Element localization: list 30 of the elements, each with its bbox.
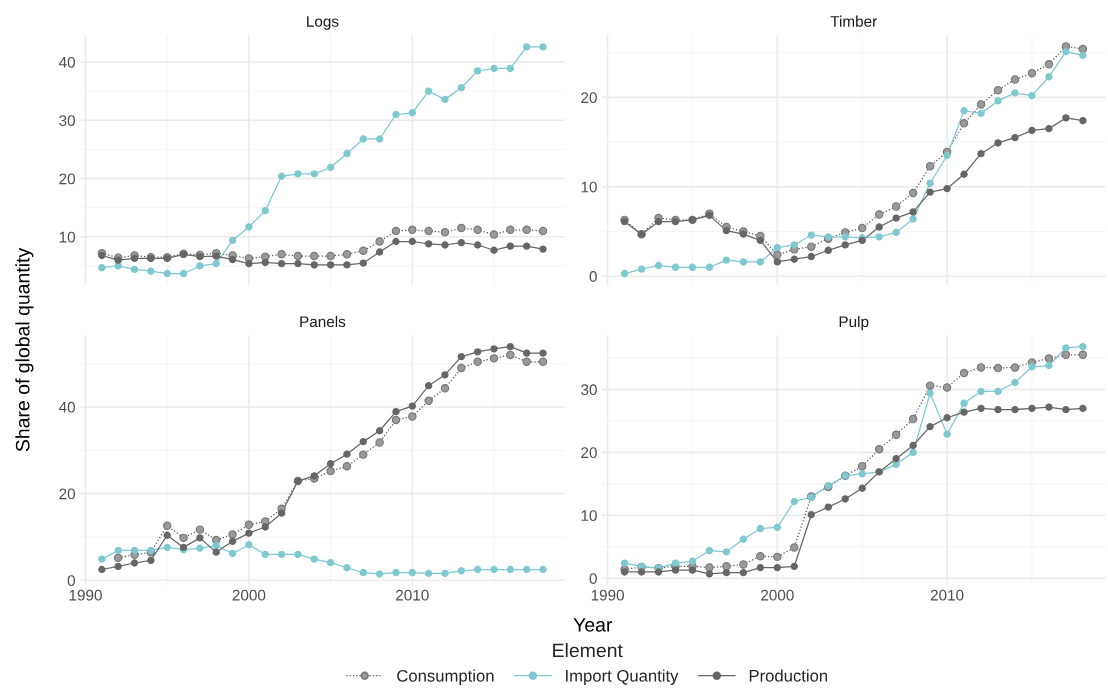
y-tick-label: 0 bbox=[67, 575, 76, 587]
x-tick-label: 1990 bbox=[591, 589, 624, 601]
legend-title: Element bbox=[553, 643, 623, 658]
y-tick-label: 0 bbox=[589, 573, 597, 584]
x-tick-label: 1990 bbox=[69, 589, 102, 601]
chart-title: Timber bbox=[830, 15, 877, 27]
x-tick-label: 2010 bbox=[930, 589, 964, 601]
x-tick-label: 2000 bbox=[761, 589, 794, 601]
y-tick-label: 10 bbox=[581, 181, 597, 193]
legend-label: Import Quantity bbox=[566, 669, 679, 685]
y-tick-label: 20 bbox=[581, 92, 597, 104]
chart-title: Logs bbox=[307, 16, 339, 30]
x-tick-label: 2000 bbox=[232, 589, 266, 601]
x-tick-label: 2010 bbox=[396, 589, 429, 601]
y-tick-label: 20 bbox=[59, 488, 76, 500]
y-tick-label: 20 bbox=[581, 447, 597, 459]
y-tick-label: 30 bbox=[59, 115, 76, 127]
y-axis-title: Share of global quantity bbox=[15, 247, 34, 452]
y-tick-label: 40 bbox=[58, 401, 76, 413]
legend-label: Consumption bbox=[397, 669, 494, 685]
y-tick-label: 40 bbox=[58, 56, 76, 68]
legend-label: Production bbox=[749, 669, 828, 682]
y-tick-label: 10 bbox=[59, 231, 76, 243]
x-axis-title: Year bbox=[573, 618, 613, 632]
y-tick-label: 10 bbox=[581, 510, 597, 522]
y-tick-label: 20 bbox=[59, 173, 76, 185]
y-tick-label: 0 bbox=[589, 271, 597, 282]
y-tick-label: 30 bbox=[581, 384, 597, 396]
chart-title: Pulp bbox=[839, 315, 869, 331]
chart-title: Panels bbox=[300, 315, 346, 328]
